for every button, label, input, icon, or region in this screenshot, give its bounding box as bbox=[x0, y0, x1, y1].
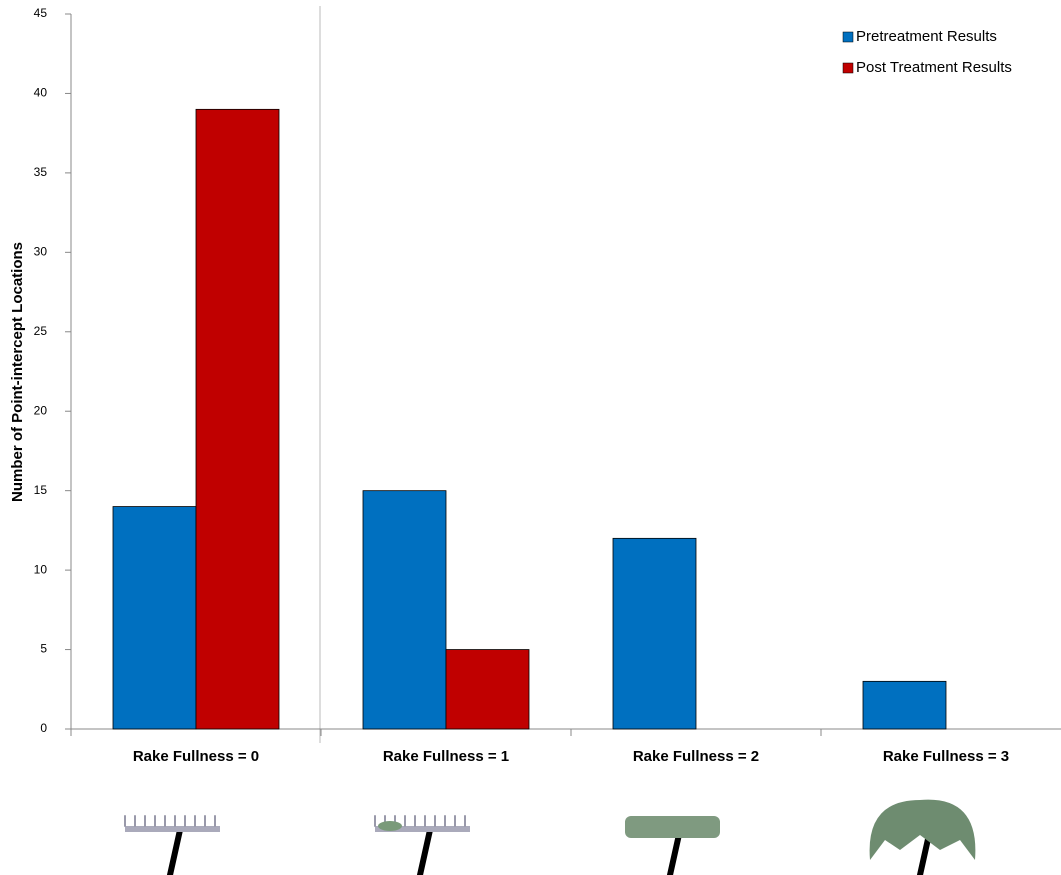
y-tick-label: 45 bbox=[34, 6, 48, 20]
rake-images bbox=[125, 800, 975, 875]
x-tick-label: Rake Fullness = 1 bbox=[383, 748, 509, 765]
y-tick-label: 20 bbox=[34, 403, 48, 417]
legend-label: Post Treatment Results bbox=[856, 59, 1012, 76]
y-tick-label: 10 bbox=[34, 562, 48, 576]
legend-swatch bbox=[843, 32, 853, 42]
y-tick-label: 35 bbox=[34, 165, 48, 179]
bar bbox=[196, 109, 279, 729]
y-tick-label: 15 bbox=[34, 483, 48, 497]
y-tick-label: 40 bbox=[34, 86, 48, 100]
bar bbox=[363, 491, 446, 729]
y-tick-label: 30 bbox=[34, 245, 48, 259]
legend-swatch bbox=[843, 63, 853, 73]
x-tick-label: Rake Fullness = 2 bbox=[633, 748, 759, 765]
x-tick-label: Rake Fullness = 3 bbox=[883, 748, 1009, 765]
bar bbox=[113, 507, 196, 729]
x-tick-label: Rake Fullness = 0 bbox=[133, 748, 259, 765]
bar bbox=[446, 650, 529, 729]
bar bbox=[613, 538, 696, 729]
chart: Number of Point-intercept Locations 0 5 10… bbox=[0, 0, 1061, 875]
y-tick-label: 0 bbox=[40, 721, 47, 735]
y-axis-label: Number of Point-intercept Locations bbox=[9, 242, 26, 502]
y-tick-label: 5 bbox=[40, 642, 47, 656]
legend-label: Pretreatment Results bbox=[856, 28, 997, 45]
bar bbox=[863, 681, 946, 729]
y-tick-label: 25 bbox=[34, 324, 48, 338]
